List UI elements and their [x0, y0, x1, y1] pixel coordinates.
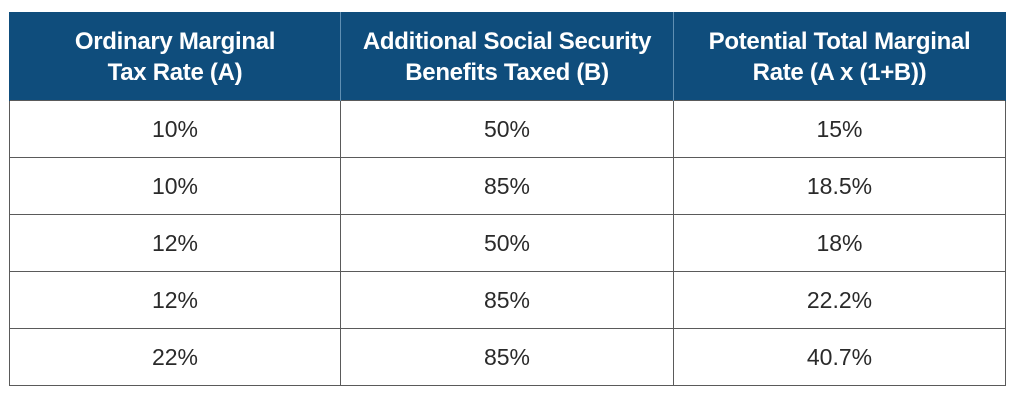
cell-ordinary-rate: 10%	[9, 157, 341, 215]
cell-ordinary-rate: 10%	[9, 100, 341, 158]
cell-ordinary-rate: 12%	[9, 214, 341, 272]
cell-ordinary-rate: 12%	[9, 271, 341, 329]
table-row: 22% 85% 40.7%	[9, 328, 1006, 386]
cell-total-marginal-rate: 18%	[673, 214, 1006, 272]
cell-benefits-taxed: 50%	[340, 100, 674, 158]
header-line: Rate (A x (1+B))	[752, 58, 927, 86]
cell-benefits-taxed: 50%	[340, 214, 674, 272]
header-line: Additional Social Security	[362, 27, 652, 55]
cell-benefits-taxed: 85%	[340, 328, 674, 386]
header-line: Ordinary Marginal	[74, 27, 276, 55]
cell-total-marginal-rate: 40.7%	[673, 328, 1006, 386]
header-ordinary-marginal-tax-rate: Ordinary Marginal Tax Rate (A)	[9, 12, 341, 101]
cell-total-marginal-rate: 22.2%	[673, 271, 1006, 329]
cell-total-marginal-rate: 15%	[673, 100, 1006, 158]
table-row: 10% 50% 15%	[9, 100, 1006, 158]
table-row: 10% 85% 18.5%	[9, 157, 1006, 215]
header-potential-total-marginal-rate: Potential Total Marginal Rate (A x (1+B)…	[673, 12, 1006, 101]
header-line: Potential Total Marginal	[708, 27, 971, 55]
marginal-rate-table: Ordinary Marginal Tax Rate (A) Additiona…	[9, 12, 1006, 386]
table-body: 10% 50% 15% 10% 85% 18.5% 12% 50% 18% 12…	[9, 100, 1006, 386]
cell-benefits-taxed: 85%	[340, 271, 674, 329]
header-line: Tax Rate (A)	[107, 58, 243, 86]
header-additional-ss-benefits-taxed: Additional Social Security Benefits Taxe…	[340, 12, 674, 101]
cell-ordinary-rate: 22%	[9, 328, 341, 386]
table-row: 12% 50% 18%	[9, 214, 1006, 272]
cell-benefits-taxed: 85%	[340, 157, 674, 215]
table-row: 12% 85% 22.2%	[9, 271, 1006, 329]
table-header: Ordinary Marginal Tax Rate (A) Additiona…	[9, 12, 1006, 101]
header-row: Ordinary Marginal Tax Rate (A) Additiona…	[9, 12, 1006, 101]
header-line: Benefits Taxed (B)	[405, 58, 609, 86]
cell-total-marginal-rate: 18.5%	[673, 157, 1006, 215]
